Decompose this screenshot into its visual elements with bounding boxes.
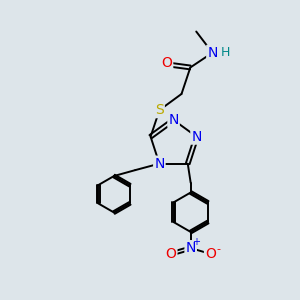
Text: N: N bbox=[207, 46, 218, 60]
Text: H: H bbox=[221, 46, 230, 59]
Text: -: - bbox=[216, 244, 220, 254]
Text: O: O bbox=[205, 247, 216, 261]
Text: N: N bbox=[191, 130, 202, 144]
Text: N: N bbox=[168, 113, 179, 127]
Text: N: N bbox=[185, 241, 196, 255]
Text: O: O bbox=[161, 56, 172, 70]
Text: S: S bbox=[155, 103, 164, 117]
Text: N: N bbox=[154, 157, 165, 171]
Text: O: O bbox=[166, 247, 176, 261]
Text: +: + bbox=[192, 237, 200, 247]
